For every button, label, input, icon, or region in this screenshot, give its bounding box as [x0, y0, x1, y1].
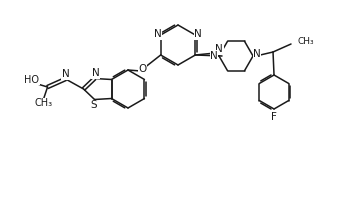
- Text: N: N: [62, 69, 69, 79]
- Text: N: N: [215, 44, 223, 54]
- Text: N: N: [92, 69, 100, 79]
- Text: N: N: [154, 29, 161, 39]
- Text: CH₃: CH₃: [34, 98, 53, 108]
- Text: N: N: [210, 51, 218, 61]
- Text: N: N: [195, 29, 202, 39]
- Text: HO: HO: [24, 75, 39, 85]
- Text: F: F: [271, 112, 277, 122]
- Text: S: S: [90, 100, 97, 110]
- Text: CH₃: CH₃: [297, 36, 314, 46]
- Text: N: N: [253, 49, 261, 59]
- Text: O: O: [139, 64, 147, 74]
